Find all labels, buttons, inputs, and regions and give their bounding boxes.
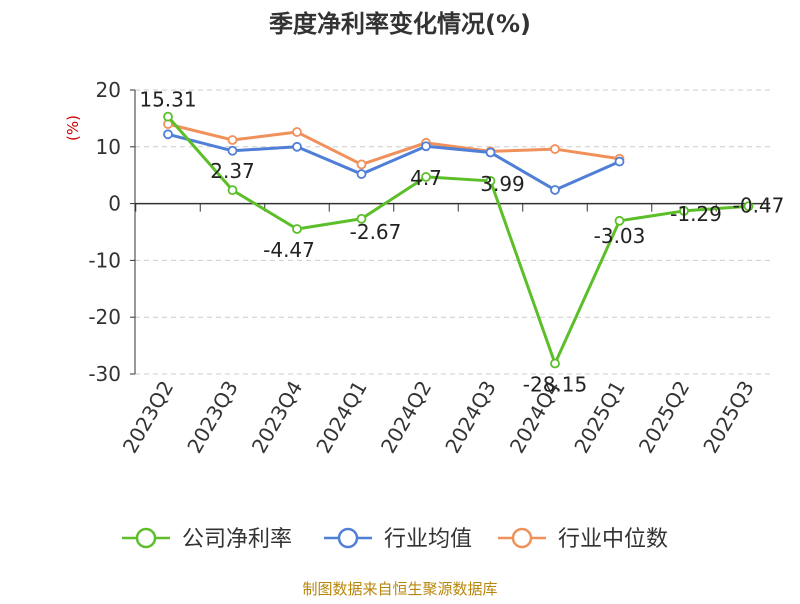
data-label: -1.29 (670, 202, 722, 226)
legend-label: 行业中位数 (558, 527, 668, 552)
data-labels: 15.31 2.37 -4.47 -2.67 4.7 3.99 -28.15 -3.03 -1.… (139, 88, 784, 397)
data-point (550, 358, 560, 369)
legend: 公司净利率 行业均值 行业中位数 (122, 527, 668, 552)
y-tick-label: 10 (96, 135, 121, 159)
y-tick-label: -30 (88, 362, 121, 386)
data-point (550, 185, 560, 195)
series-line (167, 122, 620, 166)
data-point (227, 145, 238, 156)
data-point (292, 141, 302, 152)
legend-swatch-marker (511, 527, 533, 549)
data-point (356, 169, 367, 179)
legend-label: 公司净利率 (182, 527, 292, 552)
y-tick-label: 0 (108, 192, 121, 216)
data-point (356, 213, 367, 224)
x-tick-label: 2023Q4 (247, 377, 307, 458)
data-point (227, 135, 238, 145)
data-point (227, 185, 238, 196)
data-point (679, 206, 689, 216)
series-lines (163, 111, 754, 369)
chart-title: 季度净利率变化情况(%) (269, 10, 531, 38)
legend-swatch-marker (337, 527, 359, 549)
legend-item[interactable]: 行业中位数 (498, 527, 668, 552)
y-axis-label: (%) (64, 115, 82, 141)
data-point (485, 176, 496, 186)
x-tick-label: 2024Q2 (376, 377, 436, 458)
data-label: 4.7 (410, 166, 442, 190)
data-point (421, 172, 431, 182)
data-point (163, 111, 173, 122)
x-tick-label: 2023Q3 (182, 377, 242, 458)
data-label: -28.15 (523, 372, 587, 396)
legend-swatch-marker (135, 527, 157, 549)
data-label: -0.47 (733, 193, 785, 217)
series-line (167, 132, 621, 192)
x-tick-label: 2025Q2 (634, 377, 694, 458)
x-tick-label: 2023Q2 (118, 377, 178, 458)
grid-lines (135, 89, 770, 375)
data-point (485, 147, 496, 158)
legend-item[interactable]: 行业均值 (324, 527, 472, 552)
data-label: 2.37 (210, 159, 255, 183)
data-point (356, 159, 367, 170)
data-point (292, 127, 302, 137)
data-point (743, 201, 754, 212)
data-point (550, 144, 560, 154)
data-label: -3.03 (594, 224, 646, 248)
legend-item[interactable]: 公司净利率 (122, 527, 292, 552)
data-label: 3.99 (480, 172, 525, 196)
data-label: 15.31 (139, 88, 196, 112)
data-source-note: 制图数据来自恒生聚源数据库 (302, 580, 497, 598)
data-point (292, 224, 302, 234)
y-tick-label: 20 (96, 78, 121, 102)
data-point (614, 156, 625, 167)
y-tick-label: -10 (88, 248, 121, 272)
x-tick-label: 2024Q3 (440, 377, 500, 458)
data-point (163, 129, 173, 140)
x-tick-label: 2025Q3 (698, 377, 758, 458)
data-label: -2.67 (350, 220, 402, 244)
x-tick-label: 2024Q1 (311, 377, 371, 458)
y-tick-label: -20 (88, 305, 121, 329)
series-line (166, 115, 749, 365)
data-point (614, 215, 625, 226)
data-point (421, 141, 431, 152)
legend-label: 行业均值 (384, 527, 472, 552)
data-label: -4.47 (263, 238, 315, 262)
